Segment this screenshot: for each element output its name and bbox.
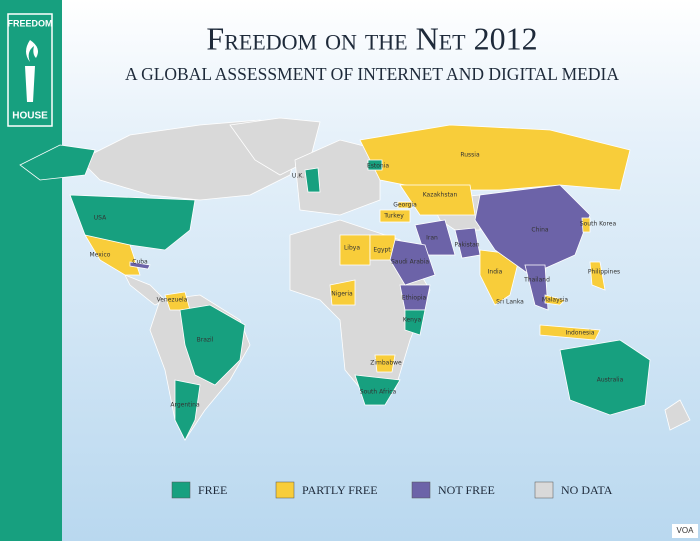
country-label: Estonia: [367, 163, 389, 170]
country: [389, 239, 436, 286]
country-label: USA: [94, 215, 107, 222]
country-label: Saudi Arabia: [391, 259, 429, 266]
country-label: Kenya: [403, 317, 422, 324]
subtitle: A GLOBAL ASSESSMENT OF INTERNET AND DIGI…: [125, 64, 619, 84]
country-label: Indonesia: [565, 330, 594, 337]
legend-swatch: [171, 481, 191, 499]
country: [589, 261, 606, 291]
credit-box: [672, 524, 698, 538]
logo-top: FREEDOM: [8, 18, 53, 28]
country: [84, 234, 141, 276]
country-label: Turkey: [383, 213, 404, 220]
country-label: Sri Lanka: [496, 299, 524, 306]
country-label: Libya: [344, 245, 360, 252]
country-label: Thailand: [523, 277, 550, 284]
country-label: Iran: [426, 235, 438, 242]
country: [339, 234, 371, 266]
credit: VOA: [677, 526, 695, 535]
country: [581, 217, 591, 233]
legend-swatch: [275, 481, 295, 499]
legend-label: NO DATA: [561, 483, 613, 497]
country-label: Brazil: [197, 337, 214, 344]
country: [354, 374, 401, 406]
country: [397, 201, 413, 209]
country-label: U.K.: [292, 173, 304, 180]
country: [399, 184, 476, 216]
country: [174, 379, 201, 441]
country-label: Nigeria: [331, 291, 353, 298]
country-label: Cuba: [132, 259, 148, 266]
europe: [294, 139, 381, 216]
country: [367, 159, 383, 171]
country: [539, 324, 601, 341]
country-label: South Africa: [360, 389, 397, 396]
country-label: Mexico: [90, 252, 111, 259]
country: [404, 309, 426, 336]
legend-swatch: [411, 481, 431, 499]
torch: [25, 40, 38, 102]
logo-box: [7, 13, 53, 127]
country: [559, 339, 651, 416]
countries: Russia Kazakhstan USA Mexico Cuba Venezuela Br…: [69, 124, 651, 441]
country-label: Argentina: [170, 402, 200, 409]
country: [329, 279, 356, 306]
country-label: Ethiopia: [402, 295, 427, 302]
country-label: South Korea: [580, 221, 617, 228]
country: [129, 261, 151, 270]
new-zealand: [664, 399, 691, 431]
legend-label: PARTLY FREE: [302, 483, 378, 497]
country-label: Australia: [597, 377, 624, 384]
country-label: Venezuela: [157, 297, 188, 304]
country-shapes: [69, 124, 651, 441]
country-labels: Russia Kazakhstan USA Mexico Cuba Venezuela Br…: [90, 152, 624, 409]
country: [544, 294, 566, 306]
legend: FREE PARTLY FREE NOT FREE NO DATA: [171, 481, 613, 499]
country-label: Russia: [460, 152, 480, 159]
country: [524, 264, 549, 311]
country: [474, 184, 591, 276]
country-label: Philippines: [588, 269, 620, 276]
country-label: China: [531, 227, 548, 234]
country-label: India: [488, 269, 503, 276]
legend-label: FREE: [198, 483, 227, 497]
legend-label: NOT FREE: [438, 483, 495, 497]
country: [374, 354, 396, 373]
title: Freedom on the Net 2012: [206, 20, 537, 56]
country-label: Malaysia: [542, 297, 569, 304]
legend-swatch: [534, 481, 554, 499]
country: [179, 304, 246, 386]
country-label: Pakistan: [454, 242, 479, 249]
country: [454, 227, 481, 259]
country: [304, 167, 321, 193]
country-label: Georgia: [393, 202, 417, 209]
alaska: [19, 144, 96, 181]
logo-bottom: HOUSE: [12, 111, 48, 122]
country: [379, 209, 411, 223]
country-label: Zimbabwe: [370, 360, 402, 367]
country-label: Egypt: [373, 247, 391, 254]
country-label: Kazakhstan: [423, 192, 458, 199]
